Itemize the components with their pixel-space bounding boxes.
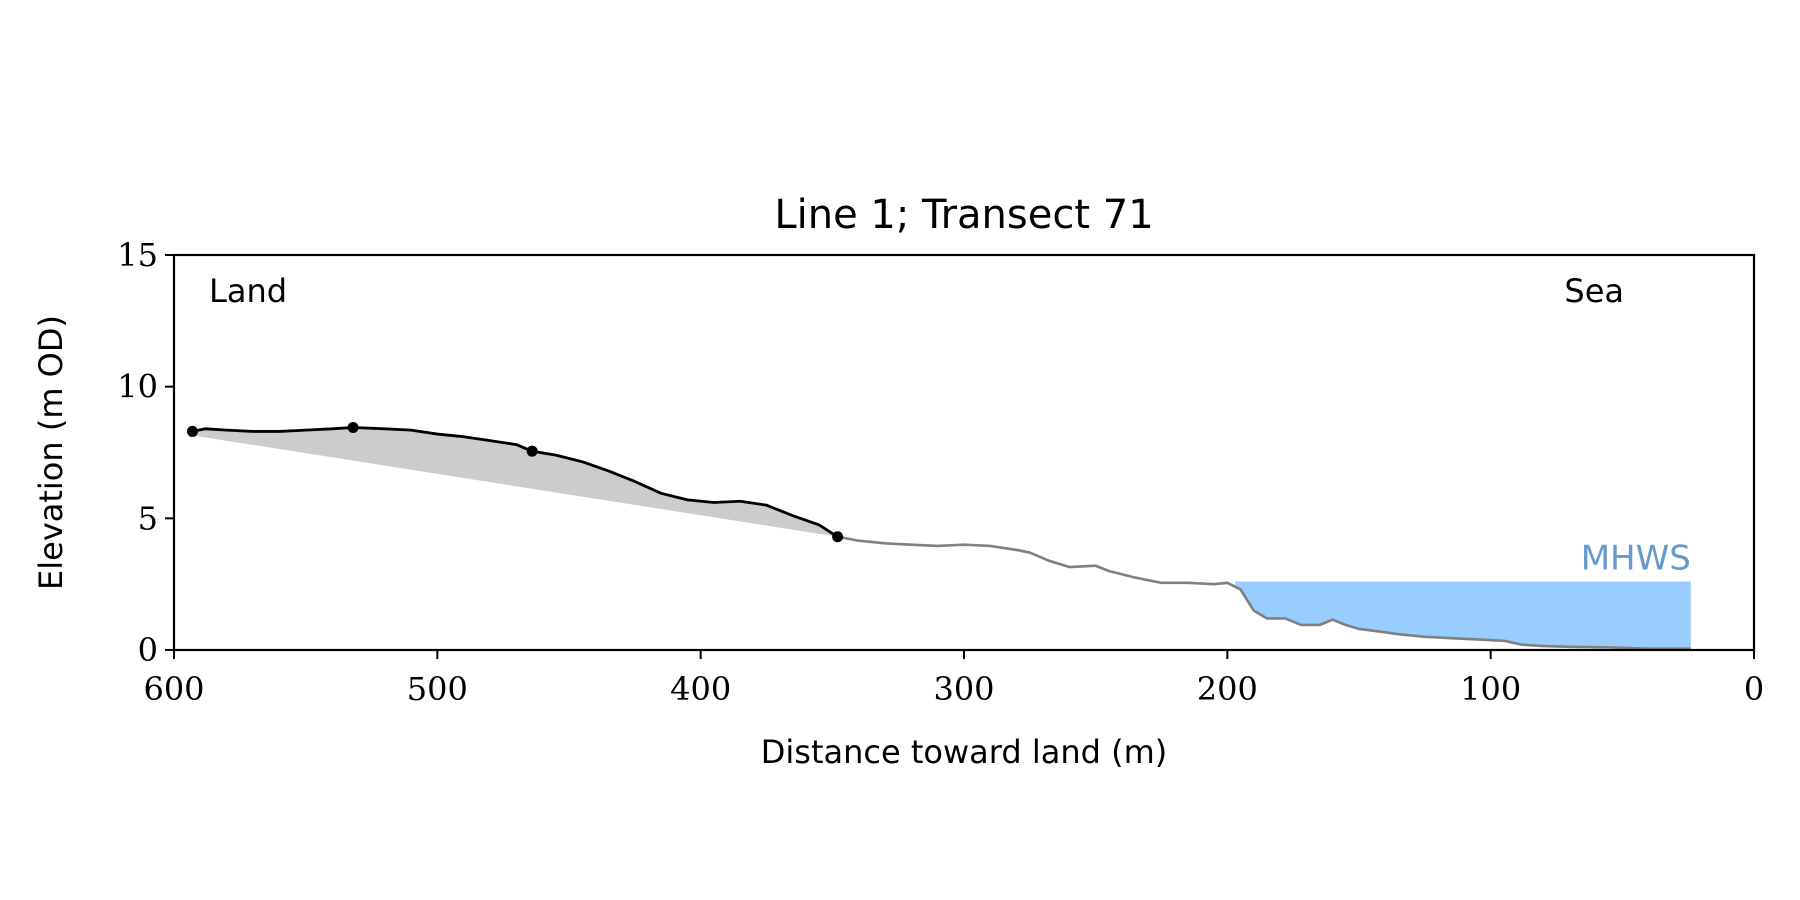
dune-marker-point [186, 425, 198, 437]
y-tick-label: 10 [117, 368, 158, 406]
chart-title: Line 1; Transect 71 [774, 192, 1153, 238]
dune-marker-point [526, 445, 538, 457]
dune-volume-area [192, 427, 838, 537]
x-tick-label: 300 [933, 670, 994, 708]
fill-layer [192, 427, 1691, 649]
y-tick-label: 0 [138, 631, 158, 669]
x-tick-label: 400 [670, 670, 731, 708]
x-tick-label: 500 [407, 670, 468, 708]
mhws-water-area [1235, 581, 1691, 649]
x-tick-label: 0 [1744, 670, 1764, 708]
x-tick-label: 600 [143, 670, 204, 708]
x-axis-label: Distance toward land (m) [761, 733, 1167, 771]
marker-layer [186, 421, 844, 543]
dune-marker-point [832, 531, 844, 543]
dune-marker-point [347, 421, 359, 433]
y-tick-label: 15 [117, 236, 158, 274]
y-tick-label: 5 [138, 499, 158, 537]
sea-annotation: Sea [1564, 272, 1624, 310]
tick-layer: 600 500 400 300 200 100 0 0 5 10 15 [117, 236, 1764, 708]
mhws-annotation: MHWS [1581, 539, 1691, 579]
dune-profile-line [192, 426, 839, 538]
x-tick-label: 200 [1197, 670, 1258, 708]
beach-profile-line [837, 535, 1691, 650]
y-axis-label: Elevation (m OD) [32, 315, 70, 590]
line-layer [192, 426, 1691, 650]
x-tick-label: 100 [1460, 670, 1521, 708]
land-annotation: Land [209, 272, 287, 310]
